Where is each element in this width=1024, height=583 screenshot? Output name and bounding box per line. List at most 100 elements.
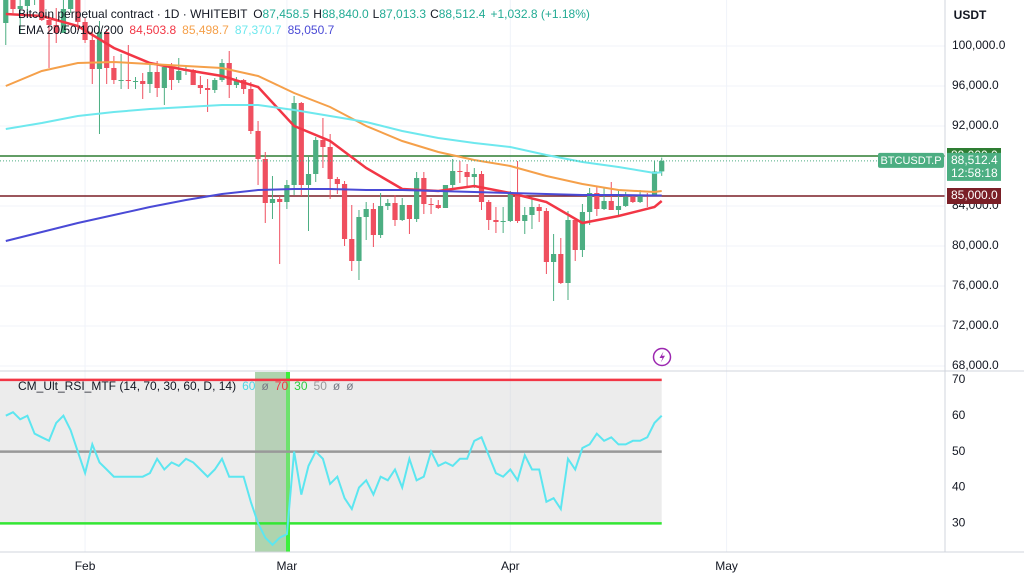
candle-body xyxy=(248,89,254,131)
candle-body xyxy=(464,172,470,177)
ema-legend: EMA 20/50/100/200 84,503.8 85,498.7 87,370.… xyxy=(18,23,335,37)
candle-body xyxy=(168,67,175,80)
price-plot xyxy=(0,0,945,301)
rsi-tick-label: 70 xyxy=(952,372,966,386)
candle-body xyxy=(125,80,131,81)
x-tick-label: Mar xyxy=(277,559,298,573)
candle-body xyxy=(587,193,593,212)
countdown: 12:58:18 xyxy=(951,166,998,180)
candle-body xyxy=(10,0,16,9)
candle-body xyxy=(558,254,564,283)
price-label: 88,512.4 xyxy=(951,153,998,167)
axes: 68,000.072,000.076,000.080,000.084,000.0… xyxy=(75,38,1006,573)
y-tick-label: 76,000.0 xyxy=(952,278,999,292)
candle-body xyxy=(255,131,261,159)
ohlc-name: L xyxy=(373,7,380,21)
x-tick-label: May xyxy=(715,559,738,573)
candle-body xyxy=(385,203,391,206)
rsi-legend-value: 30 xyxy=(294,379,308,393)
candle-body xyxy=(118,80,124,81)
x-tick-label: Feb xyxy=(75,559,96,573)
symbol-box xyxy=(878,152,944,168)
alert-bolt xyxy=(659,351,665,363)
level-label: 85,000.0 xyxy=(951,188,998,202)
oversold-marker xyxy=(286,372,290,552)
ema-value: 87,370.7 xyxy=(235,23,282,37)
candle-body xyxy=(298,103,304,185)
candle-body xyxy=(500,221,506,222)
ohlc-value: 87,013.3 xyxy=(379,7,426,21)
candle-body xyxy=(435,205,441,208)
candle-body xyxy=(414,178,420,219)
ohlc-value: 88,840.0 xyxy=(322,7,369,21)
rsi-legend-value: ø xyxy=(346,379,354,393)
ema-line xyxy=(5,188,662,242)
candle-body xyxy=(659,160,665,172)
candle-body xyxy=(24,0,30,6)
candle-body xyxy=(154,72,160,88)
candle-body xyxy=(377,206,384,235)
candle-body xyxy=(630,197,636,202)
candle-body xyxy=(565,220,571,283)
ohlc-value: 87,458.5 xyxy=(263,7,310,21)
candle-body xyxy=(291,103,297,185)
candle-body xyxy=(601,201,607,209)
candle-body xyxy=(623,197,629,206)
candle-body xyxy=(457,171,463,172)
candle-body xyxy=(341,184,348,239)
candle-body xyxy=(233,80,240,85)
candle-body xyxy=(529,207,535,215)
ema-value: 84,503.8 xyxy=(129,23,176,37)
rsi-legend-value: 60 xyxy=(242,379,256,393)
ema-line xyxy=(5,104,662,175)
candle-body xyxy=(514,194,521,221)
candle-body xyxy=(363,209,369,217)
rsi-tick-label: 30 xyxy=(952,515,966,529)
candle-body xyxy=(320,140,326,147)
candle-body xyxy=(370,209,376,235)
y-tick-label: 92,000.0 xyxy=(952,118,999,132)
x-tick-label: Apr xyxy=(501,559,520,573)
candle-body xyxy=(550,254,557,262)
candle-body xyxy=(197,85,203,88)
candle-body xyxy=(392,203,398,220)
candle-body xyxy=(96,32,103,69)
candle-body xyxy=(313,140,319,174)
ohlc-name: O xyxy=(253,7,262,21)
ohlc-name: H xyxy=(313,7,322,21)
candle-body xyxy=(428,204,434,205)
rsi-legend-value: ø xyxy=(333,379,341,393)
candle-body xyxy=(204,88,211,90)
candle-body xyxy=(111,68,117,80)
candle-body xyxy=(651,171,658,196)
y-tick-label: 72,000.0 xyxy=(952,318,999,332)
rsi-legend-value: 50 xyxy=(314,379,328,393)
candle-body xyxy=(46,20,52,25)
symbol-title: Bitcoin perpetual contract · 1D · WHITEB… xyxy=(18,7,248,21)
candle-body xyxy=(493,220,499,222)
oversold-zone xyxy=(255,372,290,552)
y-tick-label: 80,000.0 xyxy=(952,238,999,252)
candle-body xyxy=(543,211,549,262)
candle-body xyxy=(349,239,355,261)
candle-body xyxy=(507,194,513,221)
symbol-tag: BTCUSDT.P xyxy=(880,155,941,167)
rsi-tick-label: 50 xyxy=(952,444,966,458)
level-label-box xyxy=(947,188,1001,204)
candle-body xyxy=(305,174,312,185)
currency: USDT xyxy=(954,8,987,22)
rsi-title: CM_Ult_RSI_MTF (14, 70, 30, 60, D, 14) xyxy=(18,379,236,393)
candle-body xyxy=(68,0,74,9)
candle-body xyxy=(269,199,276,203)
ohlc-value: 88,512.4 xyxy=(439,7,486,21)
candle-body xyxy=(190,70,196,85)
candle-body xyxy=(89,40,95,69)
candle-body xyxy=(327,147,333,179)
rsi-tick-label: 40 xyxy=(952,480,966,494)
candle-body xyxy=(284,185,290,202)
ohlc-name: C xyxy=(430,7,439,21)
candle-body xyxy=(262,159,268,203)
candle-body xyxy=(226,63,232,85)
